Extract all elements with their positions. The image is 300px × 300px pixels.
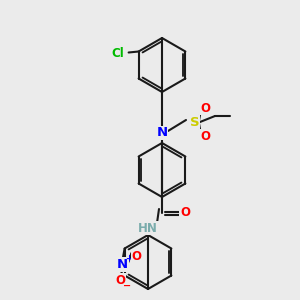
Text: N: N [117,258,128,271]
Text: S: S [190,116,200,128]
Text: +: + [125,254,132,263]
Text: O: O [132,250,142,263]
Text: −: − [123,280,131,290]
Text: HN: HN [138,221,158,235]
Text: N: N [156,127,168,140]
Text: Cl: Cl [112,47,124,60]
Text: O: O [180,206,190,220]
Text: O: O [200,101,210,115]
Text: O: O [200,130,210,142]
Text: O: O [116,274,126,287]
